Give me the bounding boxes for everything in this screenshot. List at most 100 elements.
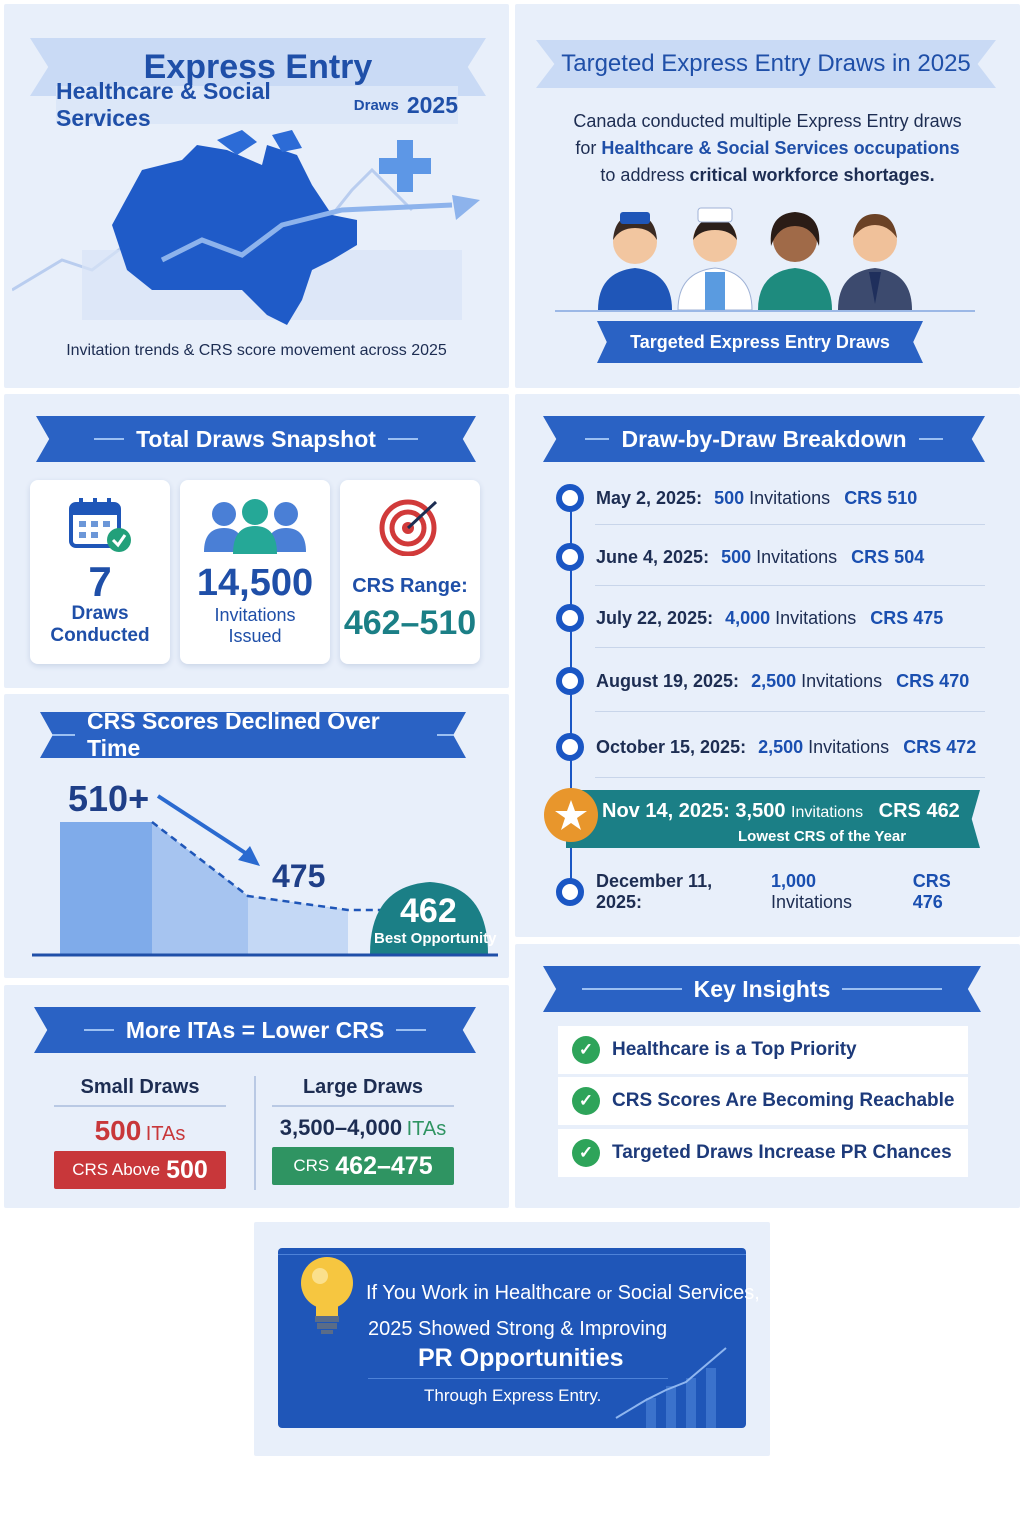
draw-invitations: 500 Invitations [721,547,837,568]
draw-crs: CRS 510 [844,487,918,508]
decline-end-note: Best Opportunity [374,930,497,947]
draw-invitations-label: Invitations [749,487,831,508]
draw-invitations-number: 2,500 [758,736,804,757]
dash-right [436,734,454,736]
check-icon: ✓ [572,1087,600,1115]
draw-crs: CRS 470 [896,670,970,691]
decline-start-label: 510+ [68,778,150,819]
star-badge [544,788,598,842]
timeline-row: June 4, 2025: 500 Invitations CRS 504 [556,537,984,577]
nurse-figure [598,212,672,310]
row-divider [595,711,985,712]
small-draws-itas: 500 ITAs [54,1115,226,1147]
targeted-banner: Targeted Express Entry Draws [597,321,923,363]
draw-crs: CRS 504 [851,546,925,567]
dash-left [52,734,75,736]
draw-date: July 22, 2025: [596,607,714,628]
breakdown-title: Draw-by-Draw Breakdown [621,425,907,452]
snapshot-title: Total Draws Snapshot [136,425,376,452]
dash-left [581,988,682,990]
insight-label: CRS Scores Are Becoming Reachable [612,1090,955,1111]
decline-title-ribbon: CRS Scores Declined Over Time [40,712,466,758]
doctor-figure [677,207,753,311]
targeted-line2-bold: Healthcare & Social Services occupations [601,138,960,158]
timeline-row: December 11, 2025: 1,000 Invitations CRS… [556,871,984,913]
highlight-date: Nov 14, 2025: [602,800,730,822]
large-draws-badge: CRS 462–475 [272,1147,454,1185]
draw-crs: CRS 476 [912,871,951,912]
small-draws-title: Small Draws [54,1076,226,1107]
social-worker-figure [838,214,912,310]
draw-date: June 4, 2025: [596,546,710,567]
dash-right [918,438,943,440]
caregiver-figure [758,212,832,310]
highlight-row: Nov 14, 2025: 3,500 Invitations CRS 462 … [566,790,980,848]
timeline-row: July 22, 2025: 4,000 Invitations CRS 475 [556,598,984,638]
lightbulb-icon [301,1257,353,1334]
hero-subtitle-small: Draws [353,96,399,114]
draw-invitations-label: Invitations [756,546,838,567]
small-draws-number: 500 [94,1115,142,1146]
decline-mid-label: 475 [272,858,326,894]
large-badge-prefix: CRS [293,1156,330,1175]
targeted-title-ribbon: Targeted Express Entry Draws in 2025 [536,40,996,88]
invitations-value: 14,500 [196,562,314,604]
large-draws-unit: ITAs [406,1118,447,1140]
draw-date: December 11, 2025: [596,871,713,912]
highlight-crs: CRS 462 [878,800,960,822]
draw-invitations-number: 2,500 [751,670,797,691]
targeted-text: Canada conducted multiple Express Entry … [515,108,1020,189]
small-draws-unit: ITAs [145,1123,186,1145]
healthcare-workers-illustration [598,207,912,311]
targeted-line1: Canada conducted multiple Express Entry … [573,111,962,131]
insights-title: Key Insights [693,975,831,1002]
row-divider [595,777,985,778]
footer-line1-a: If You Work in Healthcare [366,1282,592,1304]
draw-date: August 19, 2025: [596,670,740,691]
timeline-row: August 19, 2025: 2,500 Invitations CRS 4… [556,661,984,701]
timeline-dot [556,604,584,632]
footer-box [278,1248,746,1428]
itas-title-ribbon: More ITAs = Lower CRS [34,1007,476,1053]
targeted-line3-bold: critical workforce shortages. [689,165,935,185]
draw-invitations-label: Invitations [801,670,883,691]
footer-line1-c: Social Services, [617,1282,760,1304]
draw-invitations: 500 Invitations [714,488,830,509]
hero-subtitle: Healthcare & Social Services [56,78,271,131]
draw-invitations: 1,000 Invitations [771,871,899,913]
itas-title: More ITAs = Lower CRS [125,1016,385,1043]
insight-label: Targeted Draws Increase PR Chances [612,1142,952,1163]
star-icon [555,800,587,830]
canada-map-graphic [12,130,480,325]
target-icon [379,499,438,557]
timeline-dot [556,733,584,761]
check-icon: ✓ [572,1036,600,1064]
small-draws-badge: CRS Above 500 [54,1151,226,1189]
small-badge-number: 500 [166,1155,208,1184]
draw-crs: CRS 475 [870,607,944,628]
footer-bottom-line [368,1378,668,1379]
calendar-icon [69,498,131,552]
draws-card: 7 Draws Conducted [30,480,170,664]
dash-right [387,438,418,440]
invitations-label-2: Issued [228,626,282,646]
footer-line3: PR Opportunities [418,1344,624,1372]
decline-end-label: 462 [400,892,457,930]
row-divider [595,524,985,525]
targeted-line3-prefix: to address [600,165,690,185]
insight-item: ✓ Healthcare is a Top Priority [558,1026,968,1074]
hero-title: Express Entry [143,47,373,86]
decline-chart [32,794,498,957]
timeline-dot [556,484,584,512]
insight-item: ✓ Targeted Draws Increase PR Chances [558,1129,968,1177]
breakdown-title-ribbon: Draw-by-Draw Breakdown [543,416,985,462]
draw-invitations-number: 500 [721,546,752,567]
large-draws-itas: 3,500–4,000 ITAs [272,1115,454,1141]
crs-range-card: CRS Range: 462–510 [340,480,480,664]
snapshot-title-ribbon: Total Draws Snapshot [36,416,476,462]
highlight-invitations-label: Invitations [791,804,864,821]
highlight-main: Nov 14, 2025: 3,500 Invitations CRS 462 [602,800,960,823]
draw-invitations-number: 4,000 [725,607,771,628]
dash-right [396,1029,427,1031]
large-draws-title: Large Draws [272,1076,454,1107]
